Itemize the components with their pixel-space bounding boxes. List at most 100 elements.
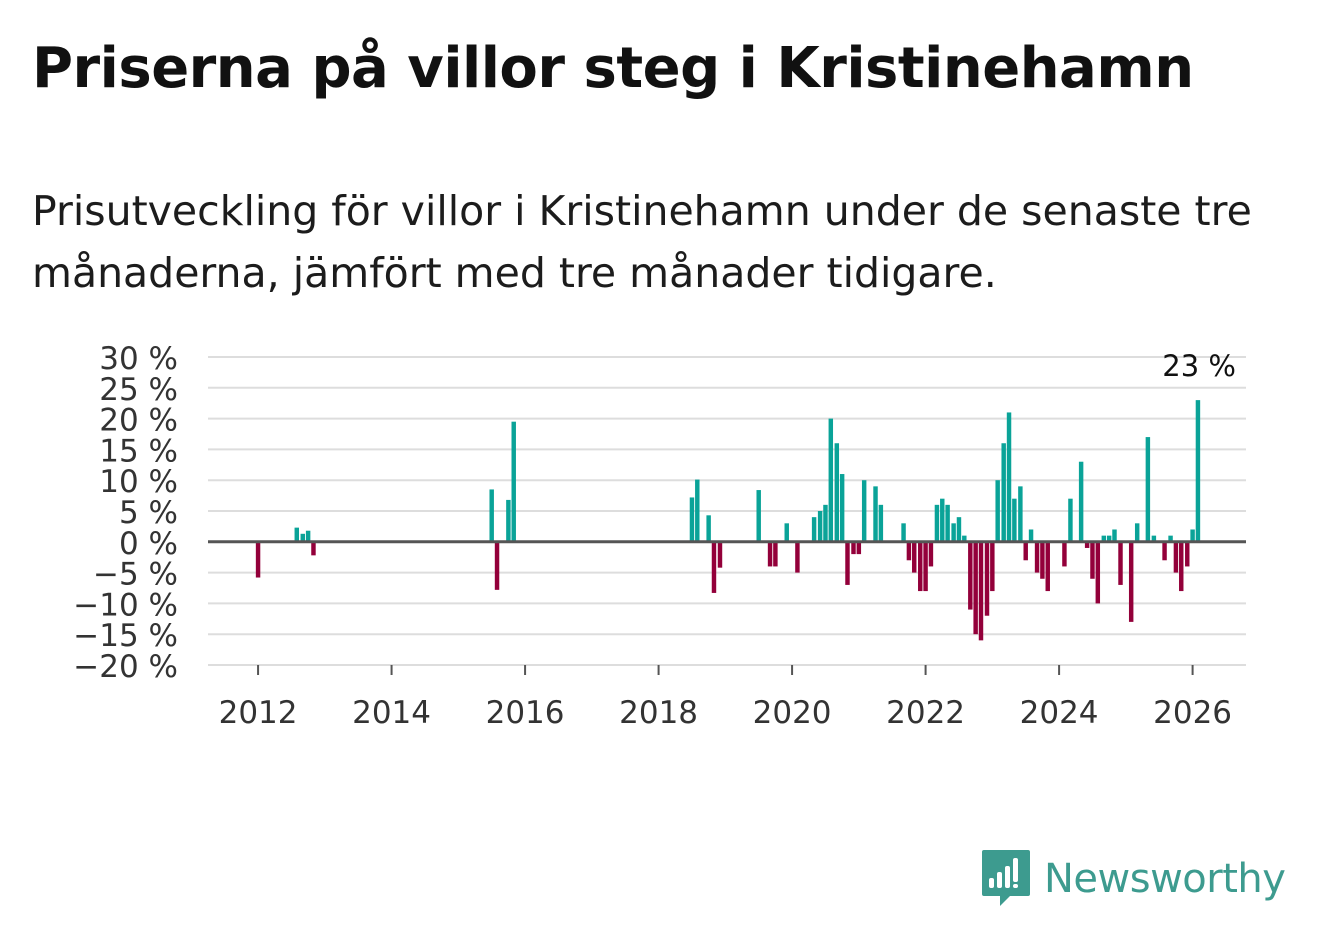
brand-name: Newsworthy (1044, 856, 1286, 902)
bar (956, 517, 962, 542)
bar (834, 443, 840, 542)
bar (856, 541, 862, 555)
y-tick-label: −15 % (73, 618, 178, 654)
bar (1006, 412, 1012, 542)
bar (839, 474, 845, 542)
bar (823, 504, 828, 542)
bar (773, 541, 778, 567)
y-tick-label: −10 % (73, 587, 178, 623)
bar (962, 535, 967, 542)
bar (1195, 400, 1201, 542)
bar (1034, 541, 1040, 573)
bar (1151, 535, 1157, 542)
bar (1084, 541, 1090, 548)
x-tick-label: 2012 (219, 695, 298, 730)
bar (511, 421, 516, 542)
y-tick-label: 5 % (119, 495, 178, 531)
bar (901, 523, 906, 542)
bar (1106, 535, 1112, 542)
gridlines (208, 356, 1246, 666)
bar (811, 517, 817, 542)
bar (945, 504, 950, 542)
y-axis: 30 %25 %20 %15 %10 %5 %0 %−5 %−10 %−15 %… (73, 341, 178, 685)
bar (1090, 541, 1095, 579)
bar (695, 479, 700, 542)
bar (300, 533, 306, 542)
bar (968, 541, 973, 610)
bar (1078, 461, 1084, 542)
bar (973, 541, 978, 635)
bar (940, 498, 945, 542)
bar (984, 541, 990, 616)
bar (1118, 541, 1123, 585)
bar (506, 499, 511, 542)
bar (995, 480, 1000, 542)
bar (990, 541, 995, 592)
bar (1068, 498, 1073, 542)
bar (851, 541, 856, 555)
x-tick-label: 2022 (886, 695, 965, 730)
bar (918, 541, 923, 592)
bar (1190, 529, 1195, 542)
y-tick-label: 20 % (99, 403, 178, 439)
y-tick-label: 15 % (99, 433, 178, 469)
y-tick-label: −5 % (93, 557, 178, 593)
bar (861, 480, 867, 542)
bar (951, 523, 956, 542)
x-tick-label: 2014 (352, 695, 431, 730)
bar (1095, 541, 1101, 604)
bar (255, 541, 261, 578)
bar (1112, 529, 1117, 542)
brand-logo: Newsworthy (980, 848, 1286, 910)
bar (1162, 541, 1167, 561)
bar (878, 504, 884, 542)
x-tick-label: 2020 (753, 695, 832, 730)
bar (1028, 529, 1034, 542)
bar (1045, 541, 1050, 592)
bar (1168, 535, 1173, 542)
bar (784, 523, 789, 542)
bar (494, 541, 500, 590)
bar (1128, 541, 1134, 622)
bar (294, 527, 300, 542)
bar-chart: 30 %25 %20 %15 %10 %5 %0 %−5 %−10 %−15 %… (73, 341, 1246, 730)
bar (817, 511, 823, 542)
bar (1101, 535, 1107, 542)
bar (1185, 541, 1190, 567)
bar (489, 489, 494, 542)
bar (1062, 541, 1067, 567)
bar (1023, 541, 1028, 561)
bar (1012, 498, 1017, 542)
last-value-label: 23 % (1162, 349, 1236, 383)
bar (1018, 486, 1023, 542)
bar (923, 541, 928, 592)
y-tick-label: 10 % (99, 464, 178, 500)
bar (711, 541, 717, 593)
bar (1179, 541, 1184, 592)
bar (928, 541, 934, 567)
chart-subtitle: Prisutveckling för villor i Kristinehamn… (32, 187, 1252, 297)
annotations: 23 % (1162, 349, 1236, 383)
bar (305, 530, 311, 542)
bars (255, 400, 1201, 641)
bar (767, 541, 773, 567)
bar (756, 490, 761, 542)
bar (311, 541, 316, 556)
y-tick-label: 30 % (99, 341, 178, 377)
x-tick-label: 2024 (1020, 695, 1099, 730)
bar (912, 541, 917, 573)
y-tick-label: 0 % (119, 526, 178, 562)
bar (906, 541, 912, 561)
bar (1001, 443, 1006, 542)
x-tick-label: 2026 (1153, 695, 1232, 730)
chart-title: Priserna på villor steg i Kristinehamn (32, 36, 1194, 101)
bar (795, 541, 800, 573)
x-tick-label: 2016 (486, 695, 565, 730)
bar (706, 515, 711, 542)
x-tick-label: 2018 (619, 695, 698, 730)
bar (1040, 541, 1045, 579)
bar (689, 497, 695, 542)
newsworthy-logo-icon (982, 850, 1030, 906)
bar (845, 541, 850, 585)
bar (1134, 523, 1140, 542)
